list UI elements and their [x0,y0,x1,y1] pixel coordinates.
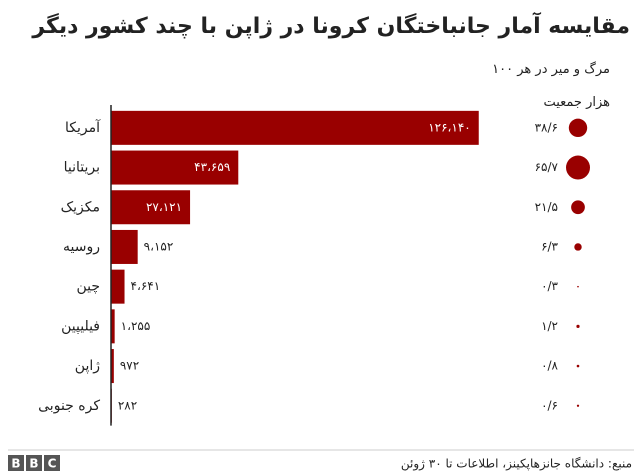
bar [111,269,125,304]
chart-title: مقایسه آمار جانباختگان کرونا در ژاپن با … [31,11,630,39]
rate-bubble [571,200,585,215]
category-label: ژاپن [75,358,100,374]
category-label: آمریکا [65,119,101,136]
category-label: مکزیک [61,199,100,215]
logo-box [26,455,42,471]
rate-title: مرگ و میر در هر ۱۰۰ هزار جمعیت [492,62,610,110]
rate-label: ۲۱/۵ [535,200,558,214]
logo-letter: B [29,457,38,471]
rate-label: ۳۸/۶ [535,120,558,134]
value-label: ۲۷،۱۲۱ [146,200,182,214]
bar [111,349,114,384]
value-label: ۹۷۲ [120,359,139,373]
rate-label: ۰/۳ [541,279,558,293]
value-label: ۱،۲۵۵ [121,319,151,333]
rate-label: ۰/۸ [541,359,558,373]
rate-bubble [568,118,588,138]
bar [111,110,479,145]
value-label: ۱۲۶،۱۴۰ [428,120,471,134]
rate-bubble [576,404,580,407]
rate-label: ۰/۶ [541,398,558,412]
rate-bubble [574,243,582,251]
value-label: ۹،۱۵۲ [144,239,174,253]
bar [111,309,115,344]
bar [111,229,138,264]
category-label: روسیه [63,239,100,255]
value-label: ۴،۶۴۱ [131,279,161,293]
rate-bubble [577,285,579,288]
logo-letter: B [11,457,20,471]
rate-bubble [566,155,590,180]
logo-letter: C [48,457,57,471]
logo-box [8,455,24,471]
category-label: کره جنوبی [38,398,100,414]
rate-bubble [576,364,580,368]
value-label: ۲۸۲ [118,398,137,412]
rate-label: ۶/۳ [541,239,558,253]
rate-label: ۱/۲ [541,319,558,333]
bar [111,190,191,225]
category-label: فیلیپین [61,318,100,334]
logo-box [44,455,60,471]
source: منبع: دانشگاه جانزهاپکینز، اطلاعات تا ۳۰… [401,457,632,472]
rate-bubble [576,324,580,328]
bar [111,150,239,185]
category-label: بریتانیا [64,160,100,176]
category-label: چین [76,279,100,295]
value-label: ۴۳،۶۵۹ [194,160,230,174]
rate-label: ۶۵/۷ [535,160,559,174]
